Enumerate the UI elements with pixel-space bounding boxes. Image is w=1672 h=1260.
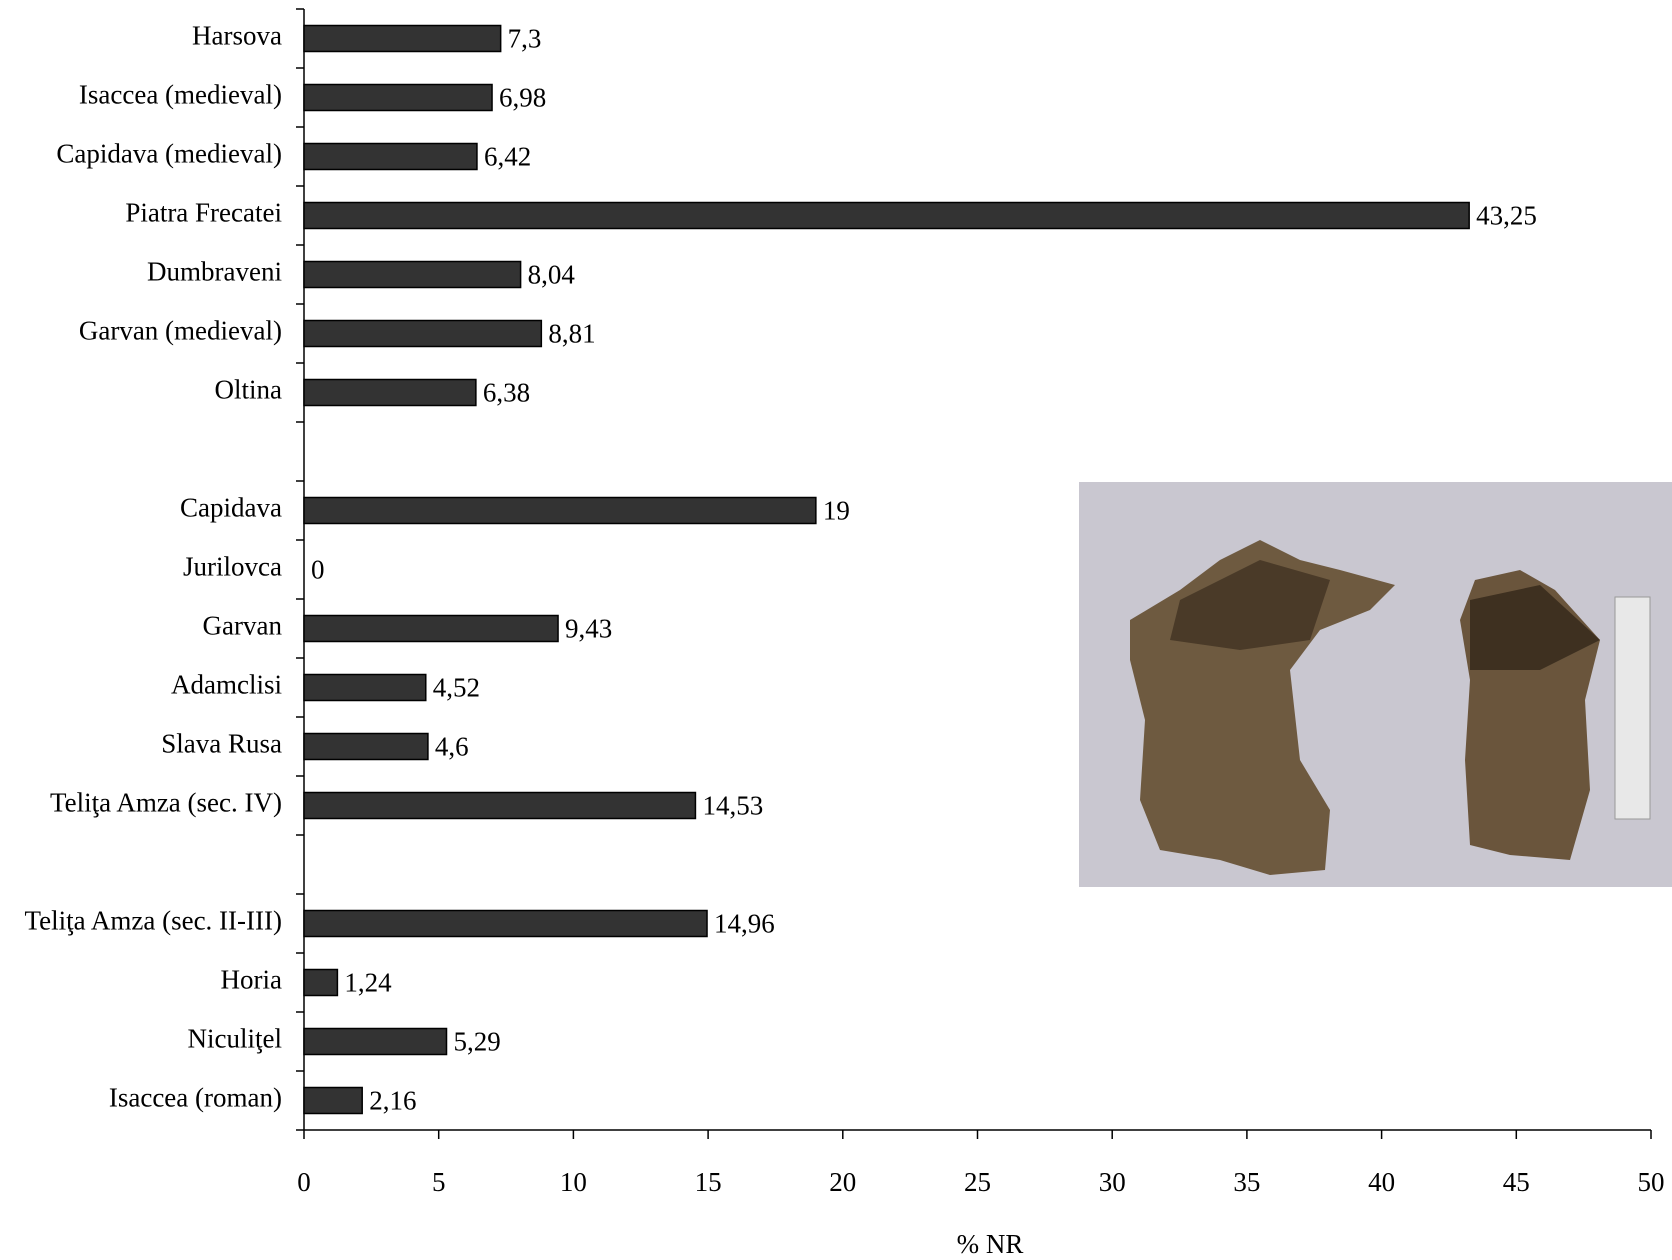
x-tick-label: 45 xyxy=(1503,1167,1530,1197)
value-label: 1,24 xyxy=(344,968,392,998)
y-tick-label: Adamclisi xyxy=(171,670,282,700)
value-label: 2,16 xyxy=(369,1086,416,1116)
value-label: 14,96 xyxy=(714,909,775,939)
bar xyxy=(303,909,708,938)
x-axis-title: % NR xyxy=(957,1229,1024,1259)
y-tick-label: Garvan (medieval) xyxy=(79,316,282,346)
bar xyxy=(303,260,522,289)
y-tick-label: Niculiţel xyxy=(188,1024,282,1054)
y-tick-label: Capidava (medieval) xyxy=(56,139,282,169)
bar xyxy=(303,614,559,643)
value-label: 43,25 xyxy=(1476,201,1537,231)
value-label: 5,29 xyxy=(454,1027,501,1057)
bar xyxy=(303,791,697,820)
bar xyxy=(303,732,429,761)
x-tick-label: 25 xyxy=(964,1167,991,1197)
bar xyxy=(303,378,477,407)
bar xyxy=(303,673,427,702)
y-tick-label: Harsova xyxy=(192,21,282,51)
y-tick-label: Teliţa Amza (sec. IV) xyxy=(50,788,282,818)
y-tick-label: Teliţa Amza (sec. II-III) xyxy=(25,906,282,936)
bar xyxy=(303,496,817,525)
y-tick-label: Horia xyxy=(221,965,282,995)
x-tick-label: 20 xyxy=(829,1167,856,1197)
x-tick-label: 10 xyxy=(560,1167,587,1197)
value-label: 6,42 xyxy=(484,142,531,172)
bar xyxy=(303,83,493,112)
bar xyxy=(303,319,543,348)
x-tick-label: 40 xyxy=(1368,1167,1395,1197)
value-label: 9,43 xyxy=(565,614,612,644)
y-tick-label: Dumbraveni xyxy=(147,257,282,287)
y-tick-label: Jurilovca xyxy=(183,552,282,582)
bar xyxy=(303,24,502,53)
x-tick-label: 15 xyxy=(695,1167,722,1197)
value-label: 8,04 xyxy=(528,260,576,290)
value-label: 7,3 xyxy=(508,24,542,54)
x-tick-label: 30 xyxy=(1099,1167,1126,1197)
value-label: 0 xyxy=(311,555,325,585)
y-tick-label: Capidava xyxy=(180,493,282,523)
value-label: 4,6 xyxy=(435,732,469,762)
bar xyxy=(303,968,339,997)
value-label: 4,52 xyxy=(433,673,480,703)
y-tick-label: Piatra Frecatei xyxy=(125,198,282,228)
bar xyxy=(303,1086,363,1115)
value-label: 6,38 xyxy=(483,378,530,408)
value-label: 14,53 xyxy=(702,791,763,821)
x-tick-label: 0 xyxy=(297,1167,311,1197)
bar xyxy=(303,1027,448,1056)
y-tick-label: Isaccea (medieval) xyxy=(79,80,282,110)
photo xyxy=(1079,482,1672,887)
value-label: 6,98 xyxy=(499,83,546,113)
bar xyxy=(303,201,1470,230)
x-tick-label: 50 xyxy=(1638,1167,1665,1197)
y-tick-label: Garvan xyxy=(203,611,283,641)
bar xyxy=(303,142,478,171)
y-tick-label: Isaccea (roman) xyxy=(109,1083,282,1113)
y-tick-label: Oltina xyxy=(215,375,283,405)
value-label: 19 xyxy=(823,496,850,526)
x-tick-label: 35 xyxy=(1233,1167,1260,1197)
y-tick-label: Slava Rusa xyxy=(161,729,282,759)
x-tick-label: 5 xyxy=(432,1167,446,1197)
value-label: 8,81 xyxy=(548,319,595,349)
